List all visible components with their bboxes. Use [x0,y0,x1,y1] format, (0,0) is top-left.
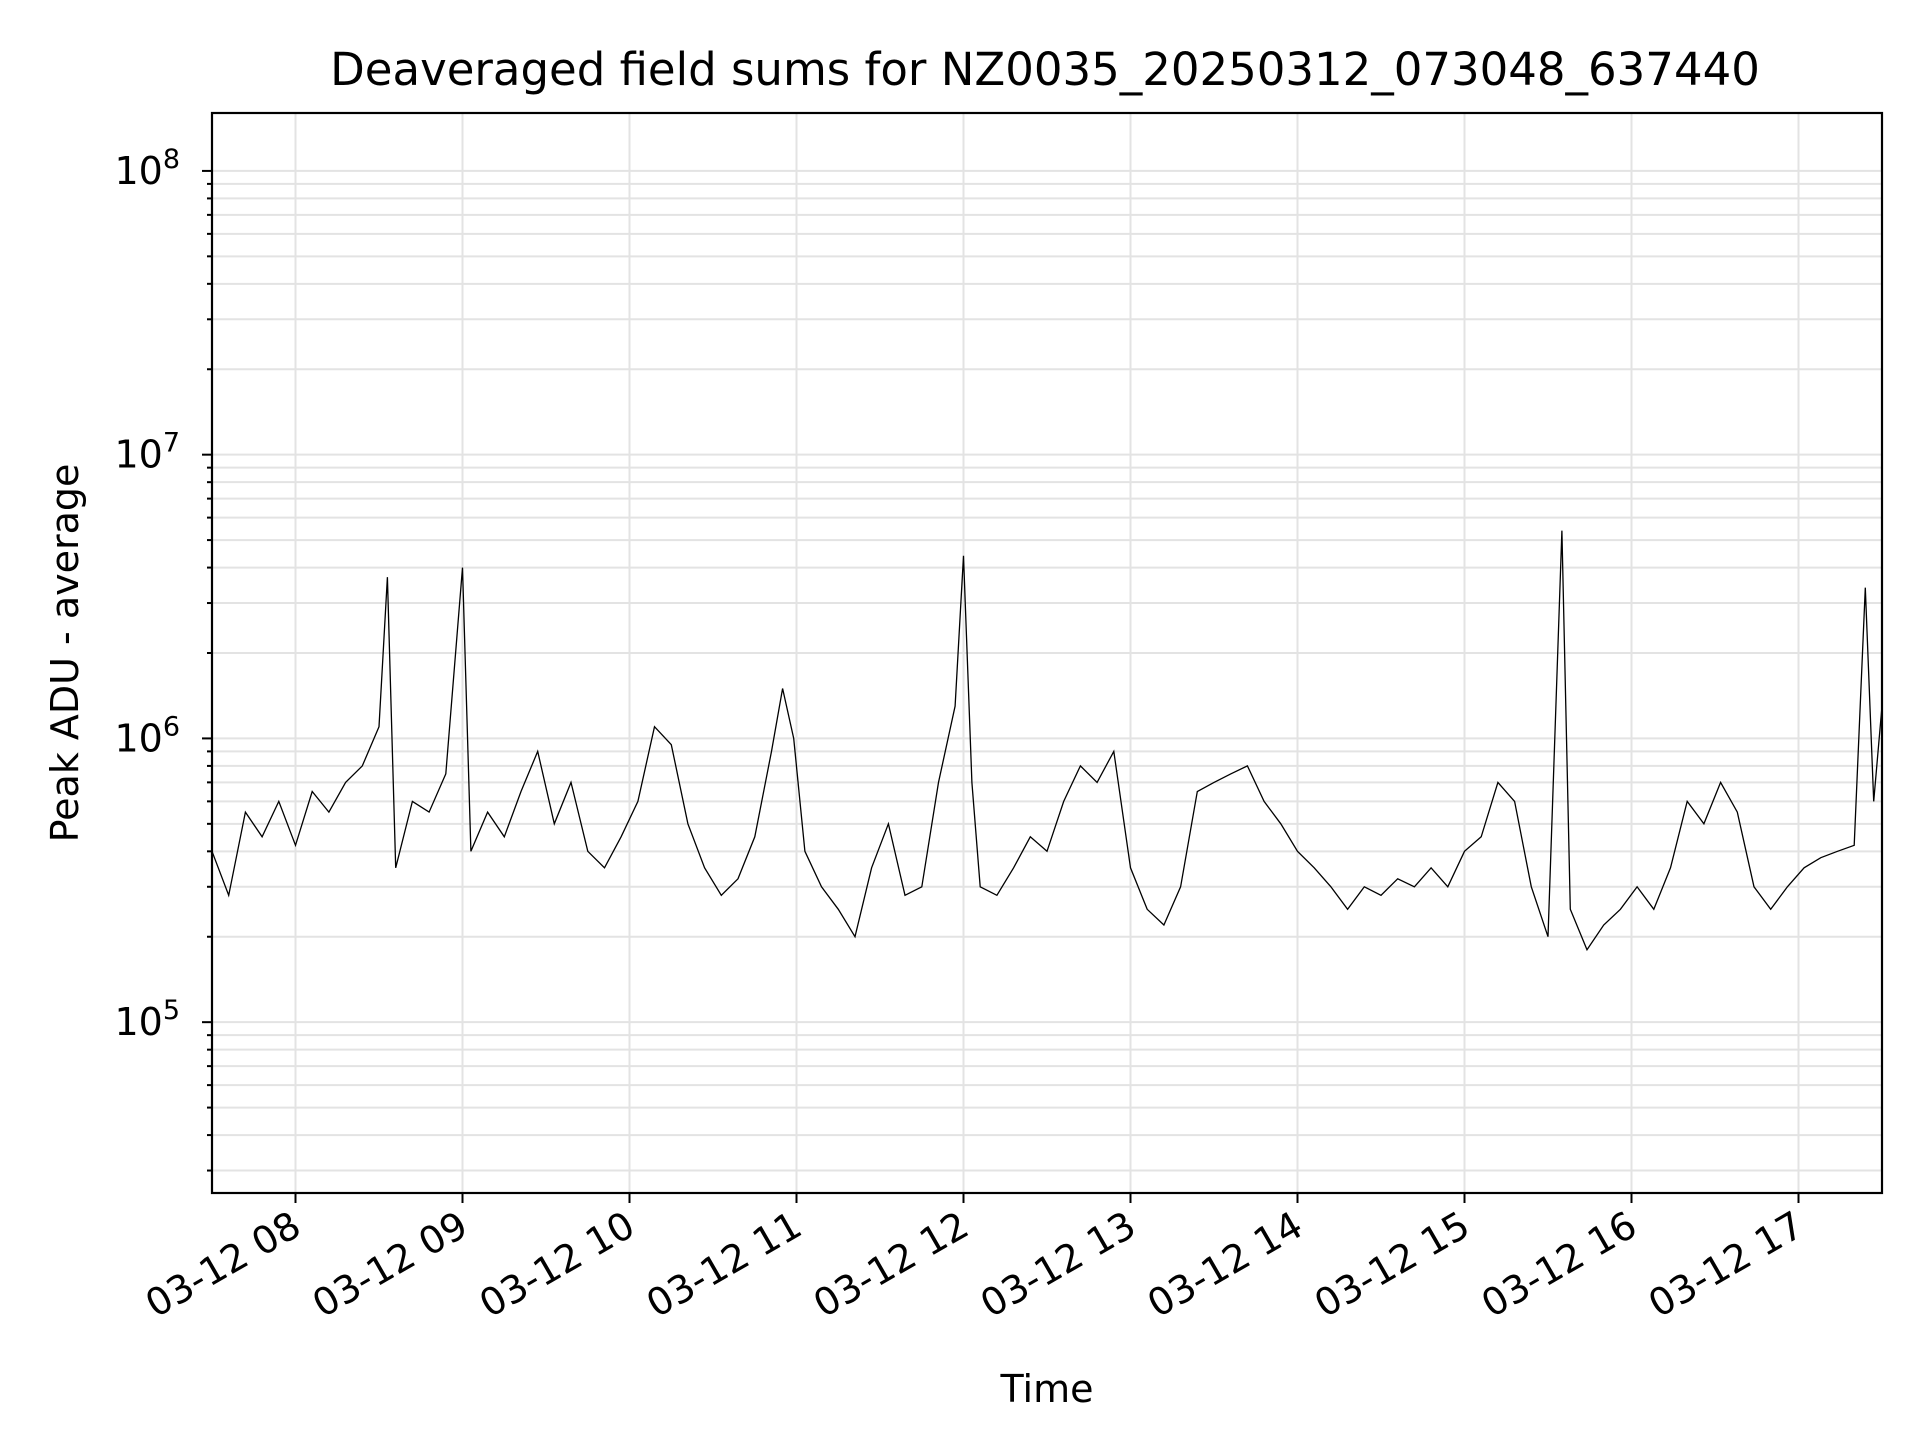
plot-frame [210,111,1884,1195]
data-layer [211,530,1883,952]
y-tick-label: 107 [114,428,180,477]
y-tick-label: 106 [114,711,180,760]
y-axis: 105 106 107 108 [114,144,212,1172]
x-axis-label: Time [1000,1367,1094,1411]
series-line [211,530,1883,952]
y-axis-label: Peak ADU - average [43,464,87,843]
chart-title: Deaveraged field sums for NZ0035_2025031… [330,43,1760,96]
y-tick-label: 108 [114,144,180,193]
y-tick-label: 105 [114,995,180,1044]
